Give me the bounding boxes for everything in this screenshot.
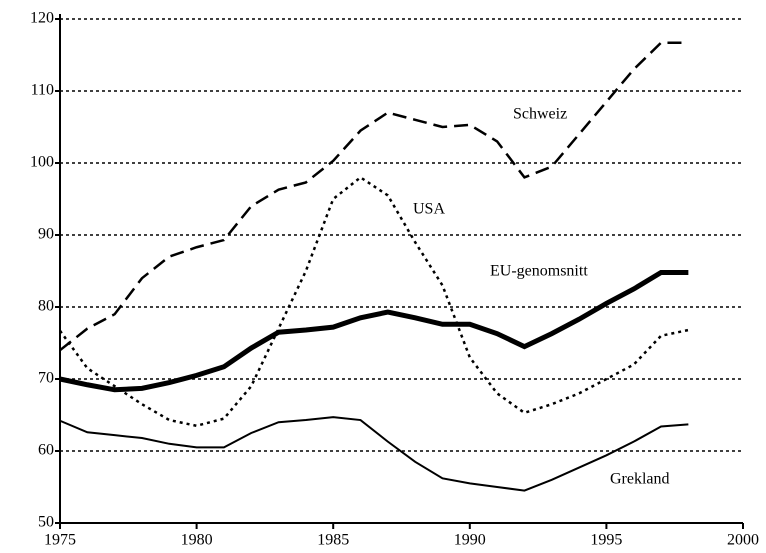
y-tick-label: 110 xyxy=(31,82,54,99)
y-tick-label: 100 xyxy=(30,154,54,171)
series-label: Grekland xyxy=(610,471,670,488)
y-tick-label: 90 xyxy=(38,226,54,243)
x-tick-label: 1995 xyxy=(590,532,622,549)
series-label: USA xyxy=(413,201,445,218)
x-tick-label: 1975 xyxy=(44,532,76,549)
series-line xyxy=(59,269,689,393)
x-tick-label: 2000 xyxy=(727,532,759,549)
series-label: Schweiz xyxy=(513,106,567,123)
x-tick-label: 1985 xyxy=(317,532,349,549)
series-line xyxy=(58,175,689,428)
x-tick-label: 1980 xyxy=(181,532,213,549)
series-line xyxy=(59,416,689,492)
series-line xyxy=(59,41,689,352)
y-tick-label: 60 xyxy=(38,442,54,459)
y-tick-label: 120 xyxy=(30,10,54,27)
series-label: EU-genomsnitt xyxy=(490,263,588,280)
y-tick-label: 80 xyxy=(38,298,54,315)
y-tick-label: 50 xyxy=(38,514,54,531)
x-tick-label: 1990 xyxy=(454,532,486,549)
y-tick-label: 70 xyxy=(38,370,54,387)
